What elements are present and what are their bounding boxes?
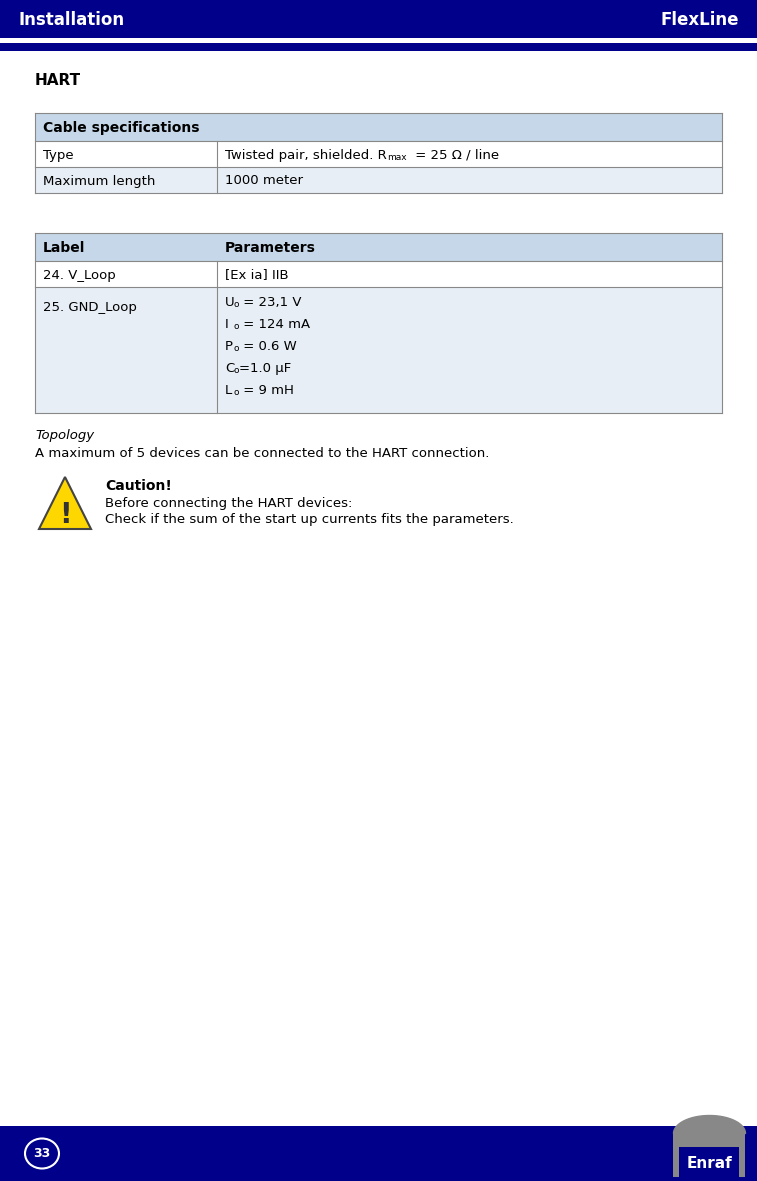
Text: [Ex ia] IIB: [Ex ia] IIB <box>225 268 288 281</box>
Polygon shape <box>39 477 91 529</box>
Bar <box>0 43 757 51</box>
Bar <box>0 0 757 38</box>
Text: max: max <box>387 154 407 163</box>
Text: HART: HART <box>35 73 81 89</box>
Text: 25. GND_Loop: 25. GND_Loop <box>43 301 137 314</box>
Text: A maximum of 5 devices can be connected to the HART connection.: A maximum of 5 devices can be connected … <box>35 446 489 461</box>
Bar <box>0 38 757 43</box>
Bar <box>35 113 722 141</box>
Text: = 23,1 V: = 23,1 V <box>239 296 301 309</box>
Bar <box>673 1133 745 1177</box>
Text: FlexLine: FlexLine <box>661 11 739 30</box>
Text: Caution!: Caution! <box>105 479 172 492</box>
Text: Enraf: Enraf <box>686 1155 732 1170</box>
Text: Cable specifications: Cable specifications <box>43 120 200 135</box>
Text: o: o <box>233 300 238 309</box>
Text: Installation: Installation <box>18 11 124 30</box>
Text: Before connecting the HART devices:: Before connecting the HART devices: <box>105 497 352 510</box>
Bar <box>35 261 722 287</box>
Bar <box>35 287 722 413</box>
Text: o: o <box>233 389 238 397</box>
Bar <box>35 141 722 167</box>
Bar <box>35 167 722 193</box>
Text: Type: Type <box>43 149 73 162</box>
Text: Check if the sum of the start up currents fits the parameters.: Check if the sum of the start up current… <box>105 513 514 526</box>
Text: P: P <box>225 340 233 353</box>
Text: Parameters: Parameters <box>225 241 316 255</box>
Text: o: o <box>233 322 238 331</box>
Text: C: C <box>225 363 234 376</box>
Text: 33: 33 <box>33 1147 51 1160</box>
Text: 24. V_Loop: 24. V_Loop <box>43 268 116 281</box>
Text: = 25 Ω / line: = 25 Ω / line <box>411 149 499 162</box>
Text: = 0.6 W: = 0.6 W <box>239 340 297 353</box>
Text: Twisted pair, shielded. R: Twisted pair, shielded. R <box>225 149 387 162</box>
Text: U: U <box>225 296 235 309</box>
Text: 1000 meter: 1000 meter <box>225 175 303 188</box>
Text: =1.0 µF: =1.0 µF <box>239 363 291 376</box>
Text: I: I <box>225 318 229 331</box>
Text: o: o <box>233 366 238 376</box>
Text: Label: Label <box>43 241 86 255</box>
Text: Topology: Topology <box>35 429 94 442</box>
Bar <box>679 1147 739 1177</box>
Text: !: ! <box>59 501 71 529</box>
Bar <box>0 1125 757 1181</box>
Text: L: L <box>225 384 232 397</box>
Text: Maximum length: Maximum length <box>43 175 155 188</box>
Bar <box>35 233 722 261</box>
Text: o: o <box>233 344 238 353</box>
Text: = 124 mA: = 124 mA <box>239 318 310 331</box>
Text: = 9 mH: = 9 mH <box>239 384 294 397</box>
